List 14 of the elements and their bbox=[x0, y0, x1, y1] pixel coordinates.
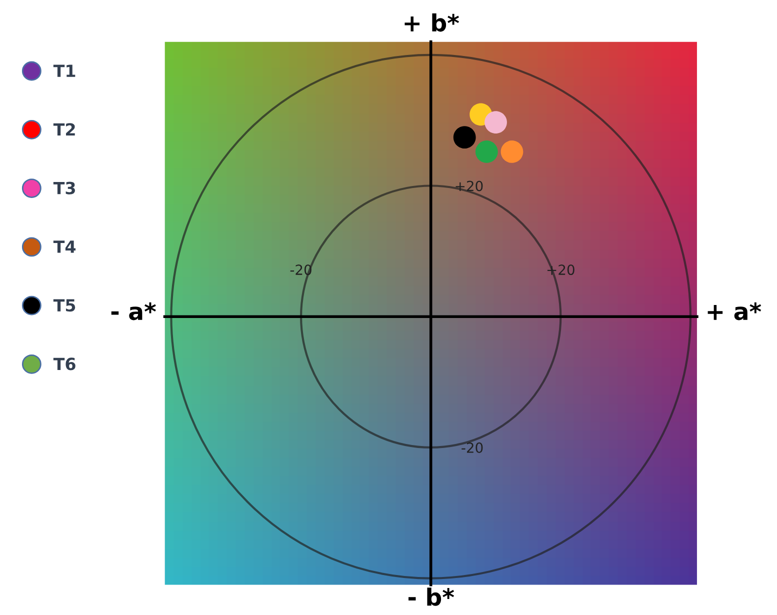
text: - b* bbox=[408, 588, 454, 606]
text: + b* bbox=[404, 13, 459, 32]
point bbox=[475, 140, 498, 163]
point bbox=[453, 126, 476, 149]
legend-label: T4 bbox=[53, 240, 76, 253]
legend-label: T6 bbox=[53, 358, 76, 370]
legend-label: T1 bbox=[53, 64, 76, 77]
legend-label: T5 bbox=[53, 299, 76, 312]
point bbox=[500, 140, 524, 163]
legend-label: T2 bbox=[53, 123, 75, 136]
legend-label: T3 bbox=[53, 182, 75, 194]
text: + a* bbox=[708, 302, 762, 320]
point bbox=[484, 111, 507, 134]
text: - a* bbox=[111, 302, 156, 320]
